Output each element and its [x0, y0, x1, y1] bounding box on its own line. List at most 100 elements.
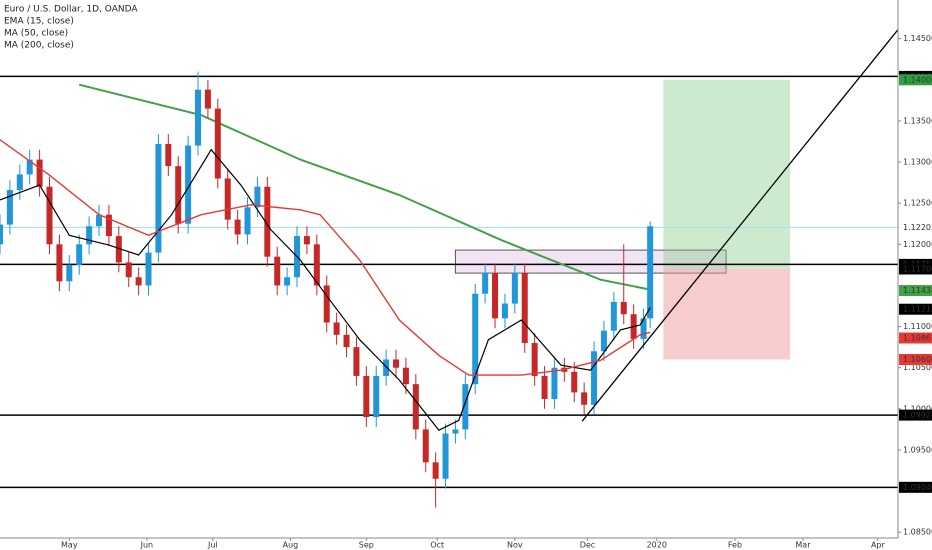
candle-body	[472, 293, 479, 385]
x-tick-label: Jul	[207, 541, 218, 550]
x-tick-label: Aug	[283, 541, 299, 550]
candle-body	[214, 108, 221, 179]
candle-body	[422, 429, 429, 463]
candle-body	[175, 166, 182, 224]
indicator-line	[78, 83, 651, 291]
legend-entry: MA (50, close)	[4, 29, 68, 39]
indicator-line	[0, 139, 651, 376]
legend-entry: EMA (15, close)	[4, 17, 74, 27]
candle-body	[462, 384, 469, 430]
candle-body	[373, 375, 380, 418]
price-badge	[899, 481, 932, 493]
candle-body	[0, 224, 3, 245]
candle-body	[511, 273, 518, 304]
candle-body	[46, 186, 53, 245]
y-tick-label: 1.10500	[903, 363, 932, 372]
y-tick-label: 1.13000	[903, 158, 932, 167]
candle-body	[56, 244, 63, 282]
candle-body	[581, 392, 588, 405]
candle-body	[274, 256, 281, 286]
candle-body	[165, 143, 172, 167]
zone	[663, 79, 791, 269]
y-tick-label: 1.12500	[903, 199, 932, 208]
candle-body	[640, 318, 647, 339]
x-tick-label: Dec	[580, 541, 595, 550]
candle-body	[155, 143, 162, 253]
price-badge	[899, 285, 932, 297]
price-badge-label: 1.10600	[903, 355, 932, 364]
candle-body	[6, 190, 13, 225]
candle-body	[363, 375, 370, 418]
price-badge-label: 1.14000	[903, 75, 932, 84]
chart-title: Euro / U.S. Dollar, 1D, OANDA	[4, 5, 138, 15]
y-tick-label: 1.14500	[903, 34, 932, 43]
candle-body	[551, 367, 558, 399]
candle-body	[412, 384, 419, 430]
candle-body	[224, 178, 231, 220]
y-tick-label: 1.08500	[903, 528, 932, 537]
candle-body	[591, 351, 598, 405]
legend-entry: MA (200, close)	[4, 41, 74, 51]
candle-body	[284, 277, 291, 286]
candle-body	[244, 207, 251, 235]
candle-body	[571, 371, 578, 393]
candle-body	[541, 375, 548, 399]
price-badge	[899, 409, 932, 421]
x-tick-label: Mar	[795, 541, 811, 550]
candle-body	[185, 145, 192, 224]
zone	[454, 249, 727, 274]
candle-body	[501, 303, 508, 319]
candle-body	[125, 262, 132, 278]
price-badge	[899, 263, 932, 275]
candle-body	[393, 359, 400, 368]
candle-body	[521, 273, 528, 344]
y-tick-label: 1.11000	[903, 322, 932, 331]
price-badge	[899, 332, 932, 344]
x-tick-label: Apr	[871, 541, 886, 550]
price-badge	[899, 221, 932, 233]
candle-body	[105, 214, 112, 237]
candle-body	[254, 186, 261, 208]
candle-body	[620, 301, 627, 315]
candle-body	[600, 330, 607, 352]
candle-body	[145, 252, 152, 286]
candle-body	[531, 343, 538, 376]
candle-body	[195, 89, 202, 146]
x-tick-label: 2020	[647, 541, 667, 550]
candle-body	[323, 285, 330, 323]
price-badge	[899, 303, 932, 315]
candle-body	[432, 462, 439, 479]
candle-body	[492, 273, 499, 319]
candle-body	[204, 89, 211, 109]
y-tick-label: 1.09500	[903, 445, 932, 454]
price-badge	[899, 353, 932, 365]
zone	[663, 269, 791, 360]
y-tick-label: 1.12000	[903, 240, 932, 249]
plot-area	[0, 29, 899, 508]
candle-body	[353, 347, 360, 376]
candle-body	[452, 429, 459, 434]
x-tick-label: Jun	[140, 541, 154, 550]
axes: 1.08500 1.09500 1.10000 1.10500 1.11000 1.120…	[61, 34, 932, 550]
candle-body	[333, 322, 340, 335]
indicator-line	[0, 148, 651, 431]
candle-body	[96, 214, 103, 227]
candle-body	[482, 273, 489, 294]
candle-body	[343, 334, 350, 348]
candle-body	[303, 236, 310, 245]
candle-body	[26, 159, 33, 175]
candle-body	[647, 226, 654, 319]
candle-body	[135, 277, 142, 286]
candle-body	[610, 301, 617, 331]
candle-body	[36, 159, 43, 187]
x-tick-label: Oct	[430, 541, 444, 550]
candle-body	[16, 174, 23, 191]
x-tick-label: Nov	[507, 541, 523, 550]
candle-body	[115, 236, 122, 263]
candle-body	[66, 264, 73, 282]
y-tick-label: 1.10000	[903, 404, 932, 413]
candle-body	[383, 359, 390, 376]
